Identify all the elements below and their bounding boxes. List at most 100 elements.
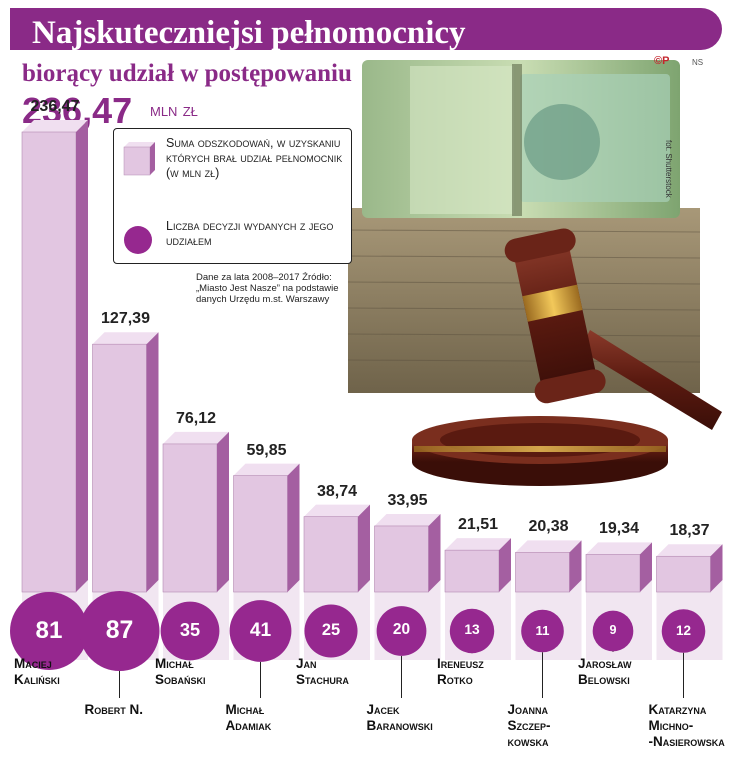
title-bar: Najskuteczniejsi pełnomocnicy [10, 8, 722, 50]
attorney-name-label: Jan Stachura [296, 656, 349, 688]
bar-side [358, 504, 370, 592]
legend-circle-text: Liczba decyzji wydanych z jego udziałem [166, 219, 334, 248]
name-line: Michał [225, 702, 265, 717]
name-line: Robert N. [84, 702, 144, 717]
count-circle [10, 592, 88, 670]
bar-top [22, 120, 88, 132]
bar [585, 554, 641, 593]
source-note: Dane za lata 2008–2017 Źródło: „Miasto J… [196, 272, 339, 305]
decision-count-label: 11 [535, 622, 550, 638]
decision-count-label: 87 [105, 616, 134, 644]
decision-count-label: 9 [609, 623, 617, 638]
bar-top [586, 542, 652, 555]
attorney-name-label: Jacek Baranowski [367, 702, 433, 734]
gavel-image [412, 228, 722, 486]
name-line: Joanna [507, 702, 549, 717]
count-circle [376, 606, 427, 656]
bar-side [217, 431, 229, 592]
bar-value-label: 127,39 [101, 310, 150, 328]
decision-count-label: 25 [321, 620, 341, 639]
publisher-logo: ©P [654, 55, 670, 67]
bar-top [163, 431, 229, 444]
count-circle [304, 604, 358, 658]
name-line: Adamiak [225, 718, 272, 733]
name-line: -Nasierowska [648, 734, 725, 749]
bar-side [76, 120, 88, 592]
bar-value-label: 236,47 [30, 98, 80, 115]
attorney-name-label: Maciej Kaliński [14, 656, 60, 688]
legend: Suma odszkodowań, w uzyskaniu których br… [113, 128, 352, 264]
decision-count-label: 20 [392, 621, 411, 639]
name-line: Jan [296, 656, 317, 671]
name-line: Szczep- [507, 718, 551, 733]
name-line: Sobański [155, 672, 206, 687]
count-circle [229, 600, 292, 662]
author-initials: NS [692, 58, 704, 67]
name-line: Stachura [296, 672, 349, 687]
attorney-name-label: Ireneusz Rotko [437, 656, 484, 688]
attorney-name-label: Michał Adamiak [226, 702, 272, 734]
bar-side [428, 513, 441, 592]
legend-bar-icon [124, 142, 155, 147]
bar-top [656, 544, 723, 557]
bar-top [304, 504, 370, 517]
bar-value-label: 20,38 [528, 518, 569, 536]
count-circle [449, 608, 495, 654]
legend-bar-text: Suma odszkodowań, w uzyskaniu których br… [166, 136, 343, 180]
bar [656, 555, 711, 593]
subtitle: biorący udział w postępowaniu [22, 60, 352, 87]
name-line: Ireneusz [437, 656, 484, 671]
name-line: Baranowski [366, 718, 433, 733]
bar-value-label: 19,34 [598, 520, 640, 538]
bar-side [640, 542, 652, 592]
decision-count-label: 35 [179, 619, 201, 640]
bar-value-label: 18,37 [669, 522, 710, 540]
decision-count-label: 41 [249, 620, 272, 642]
bar-top [445, 538, 511, 551]
attorney-name-label: Jarosław Belowski [578, 656, 632, 688]
count-circle [521, 609, 564, 653]
bar-value-label: 59,85 [246, 441, 287, 459]
bar-value-label: 76,12 [175, 409, 217, 427]
bar [162, 443, 218, 593]
bar-side [569, 540, 582, 592]
bar-top [233, 463, 300, 476]
name-line: Katarzyna [648, 702, 707, 717]
bar [515, 552, 570, 593]
count-circle [160, 601, 220, 661]
decision-count-label: 13 [464, 622, 480, 638]
attorney-name-label: Katarzyna Michno- -Nasierowska [649, 702, 725, 750]
name-line: Michno- [648, 718, 694, 733]
name-line: kowska [507, 734, 549, 749]
count-circle [592, 610, 634, 652]
bar-side [287, 463, 300, 592]
legend-circle-icon [124, 226, 152, 254]
name-line: Jarosław [578, 656, 632, 671]
bar [21, 131, 77, 593]
decision-count-label: 12 [675, 622, 691, 638]
attorney-name-label: Michał Sobański [155, 656, 206, 688]
bar [303, 516, 359, 593]
bar-top [374, 513, 441, 526]
bar [374, 525, 429, 593]
bar-top [515, 540, 582, 553]
name-line: Michał [155, 656, 194, 671]
bar [233, 475, 288, 593]
bar-top [92, 332, 159, 345]
name-line: Jacek [366, 702, 400, 717]
name-line: Maciej [14, 656, 52, 671]
bar-value-label: 21,51 [457, 516, 499, 534]
page-title: Najskuteczniejsi pełnomocnicy [32, 15, 466, 51]
bar [92, 343, 147, 593]
bar-side [710, 544, 723, 592]
count-circle [661, 609, 706, 653]
name-line: Rotko [437, 672, 473, 687]
total-unit: mln zł [150, 100, 198, 121]
bar-value-label: 38,74 [316, 482, 358, 500]
bar-value-label: 33,95 [387, 491, 428, 509]
name-line: Kaliński [14, 672, 60, 687]
name-line: Belowski [578, 672, 630, 687]
